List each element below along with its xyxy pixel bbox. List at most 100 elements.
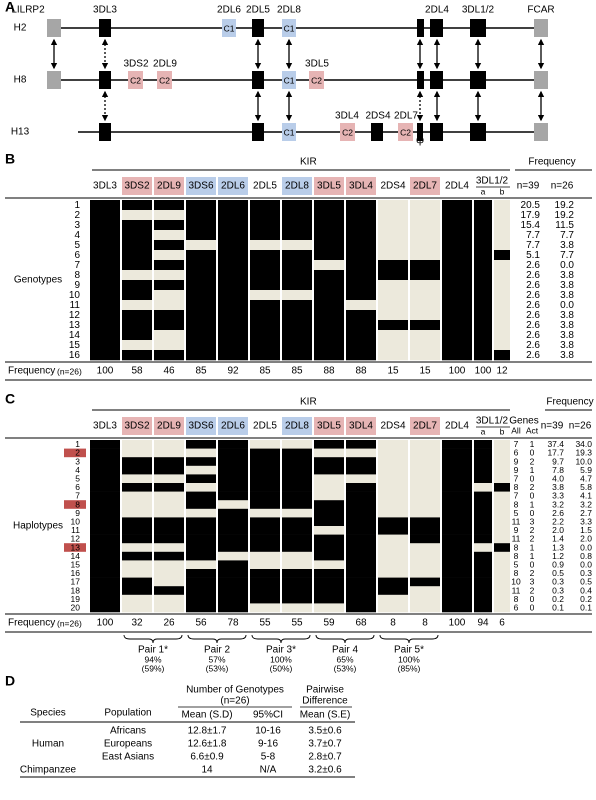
presence-cell (154, 220, 184, 231)
presence-cell (442, 320, 472, 331)
presence-cell (250, 330, 280, 341)
presence-cell (314, 290, 344, 301)
row-frequency: 0.9 (552, 559, 564, 569)
presence-cell (154, 465, 184, 475)
presence-cell (494, 560, 510, 570)
presence-cell (122, 603, 152, 613)
presence-cell (218, 500, 248, 510)
presence-cell (218, 560, 248, 570)
gene-box (47, 19, 61, 37)
presence-cell (346, 270, 376, 281)
presence-cell (494, 320, 510, 331)
table-cell: 12.6±1.8 (188, 739, 227, 750)
presence-cell (494, 280, 510, 291)
presence-cell (282, 290, 312, 301)
gene-count: 11 (512, 534, 521, 544)
presence-cell (186, 280, 216, 291)
column-header: 3DS6 (188, 181, 213, 192)
presence-cell (494, 465, 510, 475)
row-frequency: 7.8 (552, 465, 564, 475)
gene-box (430, 71, 443, 89)
pair-label: Pair 4 (332, 645, 359, 656)
column-header: 2DL7 (413, 421, 437, 432)
presence-cell (410, 577, 440, 587)
row-label: 3 (75, 456, 80, 466)
gene-count: 11 (512, 585, 521, 595)
presence-cell (122, 457, 152, 467)
footer-value: 15 (419, 366, 431, 377)
presence-cell (90, 508, 120, 518)
presence-cell (154, 330, 184, 341)
presence-cell (282, 230, 312, 241)
presence-cell (346, 577, 376, 587)
presence-cell (346, 220, 376, 231)
row-label: 13 (69, 320, 81, 331)
presence-cell (218, 240, 248, 251)
table-header: Population (104, 708, 151, 719)
presence-cell (218, 200, 248, 211)
presence-cell (154, 230, 184, 241)
gene-box-label: C2 (342, 127, 353, 137)
presence-cell (378, 440, 408, 449)
presence-cell (314, 200, 344, 211)
presence-cell (314, 543, 344, 553)
presence-cell (378, 483, 408, 492)
presence-cell (154, 250, 184, 261)
gene-label: 3DL4 (335, 111, 359, 122)
row-label: 10 (71, 516, 81, 526)
footer-value: 92 (227, 366, 239, 377)
column-header: 3DL3 (93, 181, 117, 192)
column-header: 2DS4 (380, 181, 405, 192)
gene-box (470, 123, 486, 141)
gene-label: 2DL9 (153, 59, 177, 70)
presence-cell (378, 230, 408, 241)
panel-label: B (5, 151, 15, 167)
presence-cell (378, 508, 408, 518)
pair-percent: 100% (398, 654, 420, 664)
presence-cell (186, 250, 216, 261)
column-header-bg (410, 417, 440, 435)
row-frequency: 2.6 (526, 320, 540, 331)
presence-cell (154, 569, 184, 578)
presence-cell (282, 465, 312, 475)
column-header-bg (122, 177, 152, 195)
gene-box (309, 71, 324, 89)
row-label: 19 (71, 594, 81, 604)
row-label: 9 (75, 508, 80, 518)
presence-cell (410, 517, 440, 527)
presence-cell (474, 320, 492, 331)
presence-cell (442, 560, 472, 570)
presence-cell (218, 260, 248, 271)
presence-cell (410, 594, 440, 604)
presence-cell (378, 603, 408, 613)
presence-cell (218, 230, 248, 241)
row-label: 14 (69, 330, 81, 341)
presence-cell (474, 508, 492, 518)
presence-cell (474, 260, 492, 271)
presence-cell (474, 350, 492, 361)
row-frequency: 0.8 (580, 551, 592, 561)
gene-count: 9 (514, 525, 519, 535)
presence-cell (218, 220, 248, 231)
pair-brace (379, 634, 439, 644)
presence-cell (442, 310, 472, 321)
presence-cell (154, 320, 184, 331)
column-header: 3DS6 (188, 421, 213, 432)
presence-cell (218, 448, 248, 458)
presence-cell (90, 440, 120, 449)
presence-cell (218, 474, 248, 484)
presence-cell (494, 526, 510, 535)
presence-cell (410, 448, 440, 458)
presence-cell (314, 526, 344, 535)
presence-cell (90, 543, 120, 553)
presence-cell (90, 350, 120, 361)
presence-cell (442, 340, 472, 351)
presence-cell (122, 526, 152, 535)
panel-label: C (5, 391, 15, 407)
gene-label: 2DL8 (277, 5, 301, 16)
footer-label: Frequency (8, 366, 55, 377)
row-frequency: 3.8 (560, 330, 574, 341)
presence-cell (410, 483, 440, 492)
gene-box-label: C1 (284, 23, 295, 33)
presence-cell (474, 483, 492, 492)
